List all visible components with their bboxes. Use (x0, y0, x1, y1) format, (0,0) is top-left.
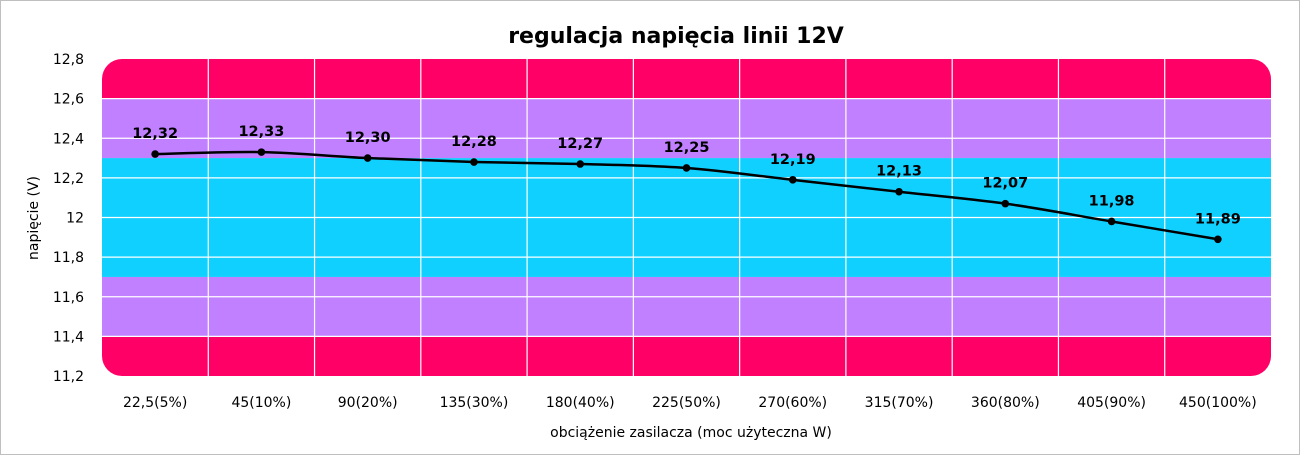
data-point (470, 158, 478, 166)
data-point (576, 160, 585, 168)
x-tick-label: 360(80%) (971, 395, 1040, 411)
data-point (151, 150, 159, 158)
data-label: 12,07 (982, 176, 1028, 192)
y-tick-label: 11,4 (53, 329, 84, 345)
y-tick-label: 12,8 (53, 52, 84, 68)
data-label: 12,13 (876, 164, 922, 180)
y-tick-label: 11,6 (53, 290, 84, 306)
band-4 (102, 59, 1271, 99)
data-point (1107, 217, 1116, 226)
data-label: 12,27 (557, 136, 603, 152)
band-1 (102, 276, 1271, 337)
data-label: 12,28 (451, 134, 497, 150)
y-tick-label: 12,4 (53, 131, 84, 147)
data-label: 12,33 (238, 124, 284, 140)
data-labels: 12,32 12,33 12,30 12,28 12,27 12,25 12,19 12,13… (132, 124, 1241, 227)
data-point (1214, 235, 1222, 244)
data-point (257, 148, 266, 156)
y-axis-title: napięcie (V) (26, 176, 42, 260)
chart-title: regulacja napięcia linii 12V (508, 24, 844, 49)
x-tick-label: 405(90%) (1077, 395, 1146, 411)
data-label: 12,19 (770, 152, 816, 168)
data-label: 12,25 (664, 140, 710, 156)
data-label: 12,30 (345, 130, 391, 146)
x-tick-label: 225(50%) (652, 395, 721, 411)
y-tick-label: 12,6 (53, 92, 84, 108)
data-label: 12,32 (132, 126, 178, 142)
data-label: 11,98 (1089, 193, 1135, 209)
x-tick-label: 45(10%) (231, 395, 291, 411)
x-tick-label: 315(70%) (865, 395, 934, 411)
band-0 (102, 336, 1271, 376)
x-tick-label: 22,5(5%) (123, 395, 187, 411)
y-tick-label: 11,2 (53, 369, 84, 385)
x-tick-label: 270(60%) (758, 395, 827, 411)
x-axis-ticks: 22,5(5%) 45(10%) 90(20%) 135(30%) 180(40%) 22… (123, 395, 1257, 411)
x-tick-label: 90(20%) (338, 395, 398, 411)
y-tick-label: 11,8 (53, 250, 84, 266)
data-label: 11,89 (1195, 211, 1241, 227)
data-point (895, 187, 903, 196)
data-point (788, 176, 797, 184)
x-tick-label: 135(30%) (440, 395, 509, 411)
data-points (151, 148, 1222, 244)
x-tick-label: 450(100%) (1179, 395, 1257, 411)
x-tick-label: 180(40%) (546, 395, 615, 411)
y-axis-ticks: 11,2 11,4 11,6 11,8 12 12,2 12,4 12,6 12,8 (53, 52, 84, 385)
gridlines (102, 59, 1271, 376)
data-point (1001, 199, 1010, 208)
y-tick-label: 12,2 (53, 171, 84, 187)
x-axis-title: obciążenie zasilacza (moc użyteczna W) (550, 425, 832, 441)
data-point (363, 154, 372, 162)
band-3 (102, 98, 1271, 159)
data-point (682, 164, 691, 172)
y-tick-label: 12 (66, 211, 84, 227)
